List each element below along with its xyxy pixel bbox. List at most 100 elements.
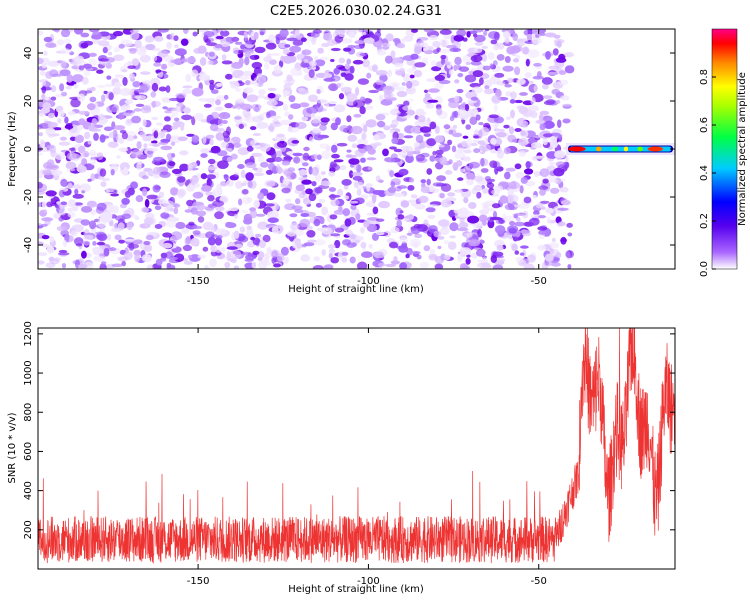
heatmap-cell	[57, 110, 65, 118]
heatmap-cell	[186, 199, 194, 207]
heatmap-cell	[127, 243, 139, 249]
heatmap-cell	[410, 194, 418, 199]
heatmap-cell	[439, 192, 446, 199]
heatmap-cell	[453, 189, 464, 193]
heatmap-cell	[207, 195, 215, 202]
heatmap-cell	[396, 43, 406, 49]
heatmap-cell	[77, 93, 86, 102]
heatmap-cell	[267, 217, 279, 223]
heatmap-cell	[520, 176, 528, 184]
heatmap-cell	[503, 147, 511, 155]
heatmap-cell	[206, 42, 218, 47]
heatmap-cell	[214, 237, 223, 246]
heatmap-cell	[281, 160, 291, 166]
heatmap-cell	[203, 103, 212, 108]
heatmap-cell	[237, 164, 245, 169]
heatmap-cell	[192, 230, 201, 235]
heatmap-cell	[207, 158, 216, 165]
heatmap-cell	[344, 63, 350, 70]
heatmap-cell	[496, 54, 505, 61]
heatmap-cell	[134, 95, 147, 100]
heatmap-cell	[359, 106, 366, 115]
heatmap-cell	[262, 234, 271, 243]
heatmap-cell	[121, 69, 128, 73]
heatmap-cell	[375, 70, 388, 76]
heatmap-cell	[353, 44, 365, 50]
heatmap-cell	[140, 107, 152, 114]
heatmap-cell	[447, 192, 456, 197]
heatmap-cell	[331, 153, 340, 159]
heatmap-cell	[41, 223, 48, 227]
heatmap-cell	[426, 138, 437, 147]
heatmap-cell	[539, 110, 550, 116]
heatmap-cell	[194, 112, 204, 121]
heatmap-cell	[234, 143, 241, 148]
heatmap-cell	[271, 226, 279, 234]
heatmap-cell	[544, 261, 553, 266]
heatmap-cell	[121, 131, 128, 140]
heatmap-cell	[473, 184, 483, 192]
heatmap-cell	[560, 199, 571, 206]
heatmap-cell	[316, 99, 328, 104]
heatmap-cell	[215, 132, 225, 141]
heatmap-cell	[372, 64, 378, 73]
heatmap-cell	[41, 146, 48, 153]
heatmap-cell	[226, 251, 231, 260]
heatmap-cell	[465, 124, 472, 130]
heatmap-cell	[514, 99, 523, 104]
heatmap-cell	[499, 128, 505, 133]
heatmap-cell	[523, 263, 535, 269]
heatmap-cell	[520, 245, 529, 249]
heatmap-cell	[543, 133, 553, 138]
heatmap-cell	[282, 90, 290, 96]
heatmap-cell	[466, 179, 474, 186]
snr-line-layer	[38, 328, 675, 564]
heatmap-cell	[341, 251, 349, 256]
heatmap-cell	[215, 99, 221, 106]
heatmap-cell	[338, 33, 346, 38]
heatmap-cell	[266, 211, 279, 219]
heatmap-cell	[165, 85, 171, 93]
heatmap-cell	[497, 42, 505, 50]
heatmap-cell	[215, 35, 224, 40]
heatmap-cell	[295, 198, 301, 205]
heatmap-cell	[154, 205, 162, 211]
heatmap-cell	[270, 52, 281, 56]
heatmap-cell	[400, 38, 405, 45]
heatmap-cell	[152, 55, 158, 62]
heatmap-cell	[549, 242, 560, 249]
heatmap-cell	[481, 53, 488, 62]
heatmap-cell	[257, 155, 265, 163]
heatmap-cell	[355, 86, 360, 96]
heatmap-cell	[160, 252, 168, 259]
heatmap-cell	[407, 214, 414, 220]
heatmap-cell	[94, 102, 99, 111]
heatmap-cell	[278, 60, 284, 68]
heatmap-cell	[302, 152, 310, 161]
heatmap-cell	[474, 41, 484, 46]
heatmap-cell	[92, 247, 98, 252]
snr-y-tick-label: 400	[23, 481, 34, 500]
heatmap-cell	[70, 98, 81, 108]
heatmap-cell	[490, 255, 497, 263]
heatmap-cell	[438, 39, 450, 47]
heatmap-cell	[253, 107, 260, 112]
heatmap-cell	[195, 204, 207, 211]
heatmap-cell	[439, 227, 450, 235]
heatmap-cell	[535, 34, 540, 38]
signal-hotspot	[611, 146, 619, 152]
heatmap-cell	[480, 168, 489, 173]
heatmap-cell	[38, 30, 44, 36]
heatmap-cell	[191, 87, 204, 97]
heatmap-cell	[494, 116, 504, 124]
heatmap-cell	[366, 223, 377, 233]
heatmap-cell	[284, 111, 290, 117]
heatmap-cell	[177, 136, 188, 142]
heatmap-cell	[209, 123, 219, 132]
heatmap-cell	[202, 135, 207, 144]
heatmap-cell	[384, 55, 393, 64]
heatmap-cell	[46, 245, 55, 254]
heatmap-cell	[376, 231, 385, 236]
heatmap-cell	[242, 70, 253, 77]
heatmap-cell	[427, 99, 439, 103]
